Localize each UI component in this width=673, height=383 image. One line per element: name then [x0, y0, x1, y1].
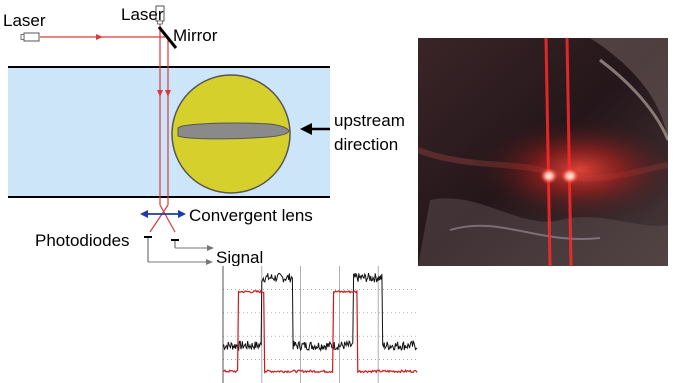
convergent-lens-label: Convergent lens: [189, 206, 313, 225]
upstream-label-line2: direction: [334, 135, 398, 154]
laser-label-left: Laser: [3, 11, 46, 30]
arrow-left-icon: [300, 123, 330, 135]
photodiode-icon: [144, 236, 152, 262]
signal-wires: [148, 245, 214, 265]
oscilloscope-trace-black: [222, 272, 418, 352]
signal-label: Signal: [216, 248, 263, 267]
oscilloscope-plot: [222, 266, 418, 383]
mirror-label: Mirror: [173, 26, 218, 45]
laser-icon: [20, 32, 40, 42]
photodiodes-label: Photodiodes: [35, 231, 130, 250]
oscilloscope-trace-red: [222, 289, 418, 374]
airfoil: [177, 122, 290, 140]
beam-arrowhead: [96, 34, 103, 40]
upstream-label-line1: upstream: [334, 111, 405, 130]
laser-label-top: Laser: [121, 5, 164, 24]
photodiode-icon: [171, 239, 179, 248]
beam-cross-2: [149, 204, 169, 233]
beam-arrowhead-down-1: [157, 90, 163, 97]
beam-arrowhead-down-2: [165, 90, 171, 97]
laser-icon: [155, 5, 165, 25]
double-arrow-icon: [140, 210, 186, 218]
mirror-icon: [157, 26, 178, 49]
beam-cross-1: [159, 204, 176, 233]
laser-photo: [418, 38, 668, 266]
